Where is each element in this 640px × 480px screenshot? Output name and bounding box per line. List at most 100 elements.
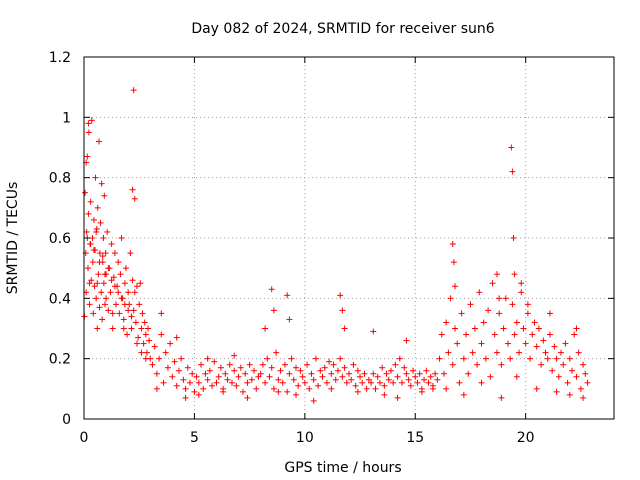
data-point [513, 319, 520, 326]
data-point [145, 325, 152, 332]
data-point [538, 361, 545, 368]
data-point [489, 280, 496, 287]
data-point [549, 367, 556, 374]
data-point [392, 361, 399, 368]
data-point [326, 358, 333, 365]
data-point [476, 289, 483, 296]
data-point [90, 216, 97, 223]
data-point [445, 349, 452, 356]
x-tick-label: 20 [517, 430, 535, 446]
data-point [231, 367, 238, 374]
data-point [522, 340, 529, 347]
y-tick-label: 0.6 [49, 231, 71, 247]
data-point [237, 364, 244, 371]
data-point [558, 349, 564, 356]
data-point [491, 331, 498, 338]
data-point [498, 394, 505, 401]
data-point [403, 370, 410, 377]
data-point [440, 370, 447, 377]
data-point [259, 361, 266, 368]
data-point [524, 301, 531, 308]
data-point [262, 325, 269, 332]
data-point [94, 325, 101, 332]
data-points [81, 87, 591, 404]
x-tick-label: 0 [80, 430, 89, 446]
data-point [348, 376, 355, 383]
data-point [425, 379, 432, 386]
data-point [103, 295, 110, 302]
data-point [108, 277, 115, 284]
data-point [359, 379, 366, 386]
data-point [167, 340, 174, 347]
data-point [270, 385, 277, 392]
data-point [412, 373, 419, 380]
data-point [429, 385, 436, 392]
data-point [365, 376, 372, 383]
data-point [510, 235, 517, 241]
data-point [463, 331, 470, 338]
x-tick-label: 5 [190, 430, 199, 446]
data-point [284, 292, 291, 299]
data-point [450, 259, 457, 266]
data-point [460, 355, 467, 362]
data-point [454, 340, 461, 347]
data-point [268, 364, 275, 371]
data-point [496, 295, 503, 302]
data-point [478, 379, 485, 386]
data-point [175, 367, 182, 374]
data-point [544, 355, 551, 362]
grid [84, 57, 614, 419]
data-point [226, 361, 233, 368]
data-point [251, 367, 258, 374]
data-point [286, 370, 293, 377]
data-point [456, 379, 463, 386]
data-point [257, 370, 264, 377]
data-point [141, 319, 148, 326]
data-point [93, 225, 100, 232]
data-point [182, 385, 189, 392]
data-point [110, 274, 117, 281]
data-point [95, 271, 102, 278]
data-point [273, 349, 280, 356]
data-point [390, 379, 397, 386]
data-point [427, 373, 434, 380]
data-point [376, 379, 383, 386]
y-tick-label: 0.8 [49, 171, 71, 187]
data-point [115, 289, 122, 296]
data-point [509, 301, 516, 308]
data-point [306, 385, 313, 392]
data-point [82, 189, 89, 196]
data-point [130, 87, 137, 94]
data-point [122, 265, 129, 272]
data-point [137, 280, 144, 287]
y-tick-label: 0 [62, 412, 71, 428]
data-point [452, 325, 458, 332]
data-point [341, 325, 348, 332]
data-point [284, 388, 291, 395]
data-point [140, 340, 147, 347]
data-point [505, 340, 511, 347]
data-point [84, 265, 91, 272]
data-point [195, 379, 202, 386]
data-point [566, 355, 573, 362]
data-point [149, 361, 156, 368]
data-point [130, 307, 137, 314]
data-point [96, 138, 103, 145]
data-point [330, 361, 337, 368]
data-point [279, 379, 286, 386]
data-point [573, 325, 580, 332]
data-point [449, 361, 456, 368]
data-point [231, 352, 238, 359]
data-point [209, 382, 216, 389]
data-point [447, 295, 454, 302]
data-point [385, 376, 392, 383]
data-point [153, 385, 160, 392]
data-point [443, 319, 450, 326]
data-point [92, 174, 99, 181]
data-point [244, 379, 251, 386]
y-tick-label: 0.2 [49, 352, 71, 368]
data-point [100, 280, 107, 287]
data-point [566, 391, 573, 398]
data-point [374, 373, 381, 380]
data-point [99, 316, 106, 323]
